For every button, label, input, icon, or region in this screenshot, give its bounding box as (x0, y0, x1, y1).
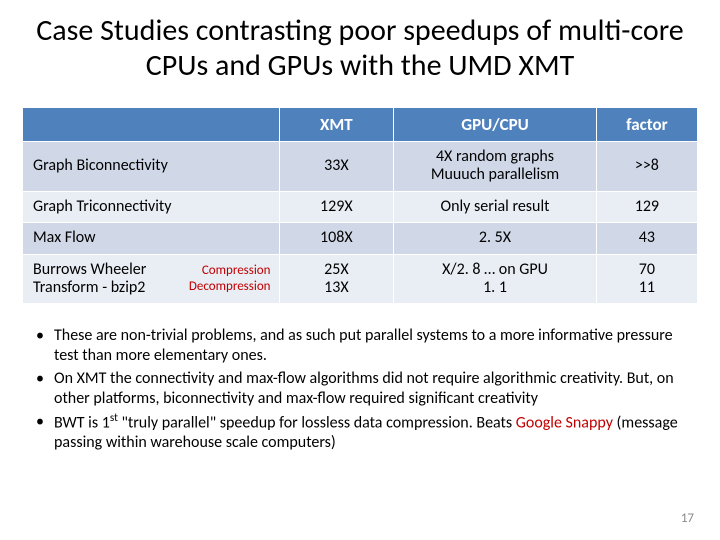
cell-gpucpu: Only serial result (394, 191, 597, 222)
bullet-item: These are non-trivial problems, and as s… (32, 326, 688, 365)
cell-gpucpu: 2. 5X (394, 223, 597, 254)
col-header-blank (23, 108, 280, 142)
cell-xmt: 129X (279, 191, 394, 222)
row-label-bwt: Burrows WheelerTransform - bzip2 Compres… (23, 254, 280, 304)
table-row: Graph Triconnectivity 129X Only serial r… (23, 191, 698, 222)
bullet-list: These are non-trivial problems, and as s… (32, 326, 688, 452)
bwt-name: Burrows WheelerTransform - bzip2 (33, 261, 146, 298)
bullet-text: These are non-trivial problems, and as s… (54, 326, 673, 365)
table-row: Graph Biconnectivity 33X 4X random graph… (23, 142, 698, 192)
page-number: 17 (681, 511, 694, 526)
slide-title: Case Studies contrasting poor speedups o… (30, 14, 690, 83)
bwt-sublabels: CompressionDecompression (154, 263, 270, 296)
cell-xmt: 25X13X (279, 254, 394, 304)
bullet-text: On XMT the connectivity and max-flow alg… (54, 369, 674, 408)
table-header-row: XMT GPU/CPU factor (23, 108, 698, 142)
google-snappy-highlight: Google Snappy (516, 414, 613, 433)
cell-gpucpu: X/2. 8 … on GPU1. 1 (394, 254, 597, 304)
row-label: Max Flow (23, 223, 280, 254)
table-row: Max Flow 108X 2. 5X 43 (23, 223, 698, 254)
cell-factor: >>8 (596, 142, 697, 192)
comparison-table: XMT GPU/CPU factor Graph Biconnectivity … (22, 107, 698, 304)
bullet-text-part: "truly parallel" speedup for lossless da… (118, 414, 516, 433)
ordinal-sup: st (110, 411, 118, 425)
cell-factor: 7011 (596, 254, 697, 304)
cell-factor: 129 (596, 191, 697, 222)
cell-factor: 43 (596, 223, 697, 254)
row-label: Graph Triconnectivity (23, 191, 280, 222)
cell-gpucpu: 4X random graphsMuuuch parallelism (394, 142, 597, 192)
col-header-xmt: XMT (279, 108, 394, 142)
col-header-factor: factor (596, 108, 697, 142)
bullet-item: BWT is 1st "truly parallel" speedup for … (32, 412, 688, 452)
col-header-gpucpu: GPU/CPU (394, 108, 597, 142)
bullet-text-part: BWT is 1 (54, 414, 110, 433)
table-row: Burrows WheelerTransform - bzip2 Compres… (23, 254, 698, 304)
cell-xmt: 33X (279, 142, 394, 192)
row-label: Graph Biconnectivity (23, 142, 280, 192)
cell-xmt: 108X (279, 223, 394, 254)
bullet-item: On XMT the connectivity and max-flow alg… (32, 369, 688, 408)
